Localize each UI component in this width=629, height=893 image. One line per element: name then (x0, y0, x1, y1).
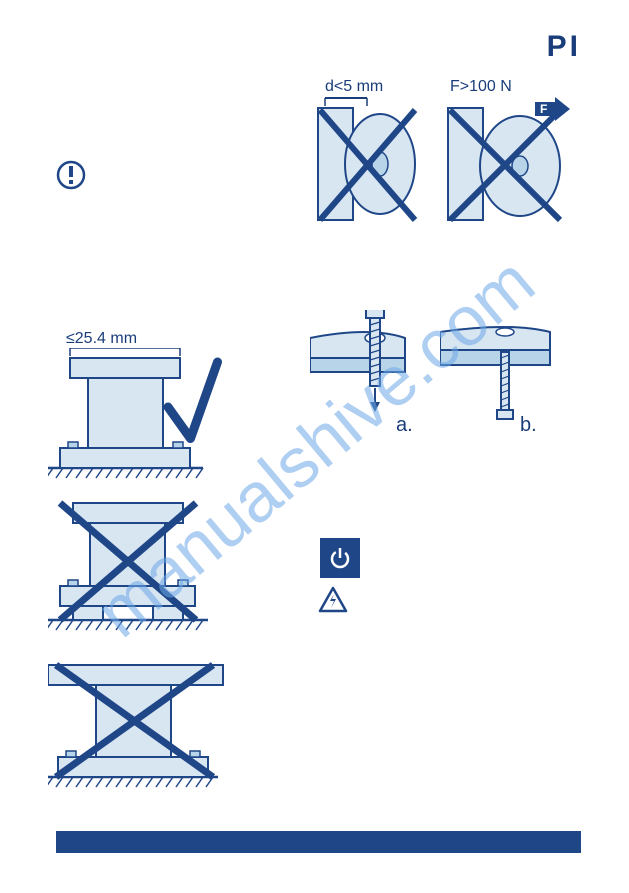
bottom-bar (56, 831, 581, 853)
force-arrow-label: F (540, 102, 547, 116)
figure-distance-cross: d<5 mm (310, 78, 430, 241)
width-label: ≤25.4 mm (66, 330, 137, 348)
figure-screw-b: b. (440, 310, 570, 440)
force-label: F>100 N (450, 78, 512, 96)
option-b-label: b. (520, 414, 537, 437)
option-a-label: a. (396, 414, 413, 437)
power-icon (320, 538, 360, 578)
figure-correct-mount: ≤25.4 mm (48, 330, 248, 498)
caution-icon (56, 160, 86, 190)
pi-logo: PI (547, 30, 581, 64)
voltage-warning-icon (318, 586, 348, 614)
figure-wrong-mount-1 (48, 498, 228, 643)
distance-label: d<5 mm (325, 78, 383, 96)
figure-force-cross: F>100 N F (440, 78, 585, 241)
figure-wrong-mount-2 (48, 655, 243, 800)
figure-screw-a: a. (310, 310, 430, 440)
